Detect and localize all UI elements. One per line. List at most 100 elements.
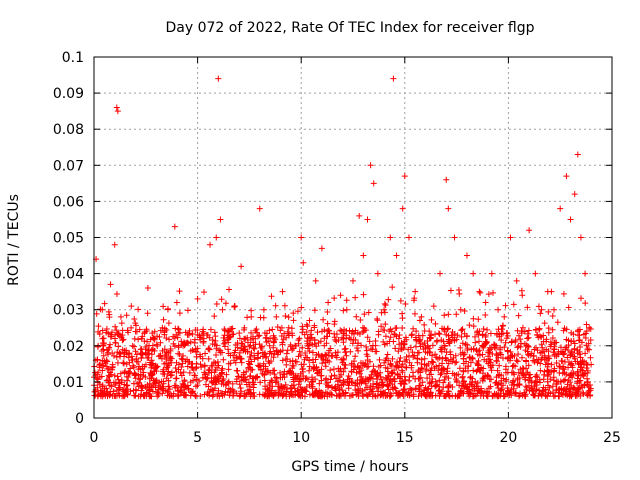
band-point (274, 351, 281, 358)
band-point (487, 383, 494, 390)
band-point (217, 349, 224, 356)
band-point (271, 371, 278, 378)
band-point (352, 336, 359, 343)
band-point (432, 351, 439, 358)
y-tick-label: 0.01 (53, 375, 84, 391)
band-point (322, 357, 329, 364)
band-point (356, 331, 363, 338)
band-point (189, 365, 196, 372)
band-point (278, 324, 285, 331)
band-point (185, 359, 192, 366)
band-point (298, 304, 305, 311)
band-point (150, 334, 157, 341)
band-point (233, 367, 240, 374)
band-point (168, 371, 175, 378)
band-point (378, 391, 385, 398)
band-point (175, 361, 182, 368)
band-point (202, 381, 209, 388)
band-point (560, 366, 567, 373)
band-point (559, 391, 566, 398)
band-point (97, 393, 104, 400)
band-point (558, 385, 565, 392)
band-point (445, 375, 452, 382)
band-point (114, 373, 121, 380)
band-point (317, 338, 324, 345)
band-point (146, 350, 153, 357)
band-point (214, 373, 221, 380)
band-point (484, 326, 491, 333)
data-point (360, 252, 367, 259)
data-point (513, 277, 520, 284)
y-tick-label: 0.02 (53, 339, 84, 355)
band-point (359, 391, 366, 398)
band-point (256, 332, 263, 339)
band-point (436, 393, 443, 400)
band-point (250, 384, 257, 391)
band-point (209, 379, 216, 386)
band-point (268, 350, 275, 357)
band-point (245, 389, 252, 396)
band-point (353, 313, 360, 320)
band-point (467, 359, 474, 366)
band-point (401, 341, 408, 348)
band-point (155, 391, 162, 398)
band-point (519, 364, 526, 371)
band-point (432, 392, 439, 399)
band-point (422, 392, 429, 399)
band-point (398, 346, 405, 353)
band-point (427, 367, 434, 374)
data-point (114, 108, 121, 115)
band-point (247, 342, 254, 349)
band-point (445, 332, 452, 339)
band-point (105, 365, 112, 372)
band-point (426, 348, 433, 355)
band-point (449, 392, 456, 399)
band-point (579, 384, 586, 391)
band-point (100, 352, 107, 359)
band-point (547, 390, 554, 397)
band-point (453, 359, 460, 366)
band-point (140, 391, 147, 398)
band-point (456, 392, 463, 399)
band-point (186, 369, 193, 376)
band-point (324, 309, 331, 316)
band-point (510, 301, 517, 308)
band-point (572, 358, 579, 365)
band-point (115, 343, 122, 350)
band-point (223, 371, 230, 378)
band-point (542, 354, 549, 361)
band-point (499, 355, 506, 362)
band-point (410, 353, 417, 360)
band-point (124, 386, 131, 393)
band-point (453, 336, 460, 343)
band-point (143, 327, 150, 334)
y-tick-label: 0 (75, 411, 84, 427)
band-point (295, 381, 302, 388)
band-point (479, 377, 486, 384)
band-point (164, 364, 171, 371)
band-point (355, 347, 362, 354)
data-point (306, 317, 313, 324)
band-point (587, 336, 594, 343)
band-point (166, 393, 173, 400)
band-point (238, 345, 245, 352)
band-point (524, 335, 531, 342)
band-point (396, 358, 403, 365)
band-point (296, 378, 303, 385)
band-point (273, 375, 280, 382)
band-point (427, 332, 434, 339)
band-point (193, 376, 200, 383)
data-point (217, 216, 224, 223)
band-point (524, 343, 531, 350)
band-point (238, 359, 245, 366)
band-point (119, 337, 126, 344)
data-point (367, 162, 374, 169)
band-point (356, 380, 363, 387)
band-point (180, 369, 187, 376)
band-point (538, 349, 545, 356)
band-point (178, 338, 185, 345)
band-point (226, 334, 233, 341)
band-point (95, 328, 102, 335)
band-point (101, 300, 108, 307)
y-axis-title: ROTI / TECUs (6, 194, 22, 286)
